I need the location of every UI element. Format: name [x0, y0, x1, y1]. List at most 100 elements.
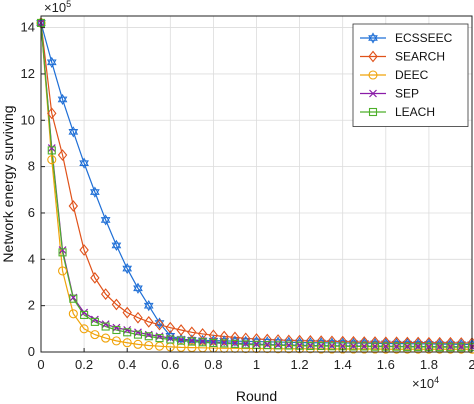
- data-point-leach: [155, 334, 164, 343]
- x-tick-label: 2: [468, 357, 474, 372]
- data-point-sep: [274, 340, 282, 349]
- legend-label-sep: SEP: [395, 87, 419, 101]
- data-point-leach: [263, 340, 272, 350]
- data-point-search: [187, 326, 197, 339]
- data-point-sep: [123, 326, 132, 334]
- y-tick-label: 12: [21, 66, 35, 81]
- data-point-leach: [457, 343, 466, 352]
- series-markers: [36, 17, 474, 354]
- data-point-sep: [112, 323, 121, 332]
- data-point-leach: [187, 337, 196, 346]
- data-point-sep: [134, 328, 142, 337]
- axis-ticks: 0 0.2 0.4 0.6 0.8 1 1.2 1.4 1.6 1.8 2 0 2 4 6 8 10 12 14: [21, 20, 474, 372]
- data-point-search: [90, 271, 100, 284]
- data-point-deec: [122, 338, 132, 348]
- data-point-sep: [317, 341, 326, 350]
- x-tick-label: 1.4: [334, 357, 352, 372]
- data-point-deec: [57, 266, 68, 276]
- data-point-sep: [435, 342, 444, 351]
- data-point-search: [413, 336, 423, 349]
- data-point-leach: [392, 342, 401, 351]
- data-point-leach: [144, 332, 153, 341]
- data-point-leach: [166, 335, 175, 344]
- data-point-ecsseec: [122, 262, 133, 275]
- legend-label-search: SEARCH: [395, 50, 445, 64]
- data-point-deec: [90, 330, 100, 340]
- legend-label-leach: LEACH: [395, 105, 435, 119]
- data-point-ecsseec: [57, 93, 68, 106]
- data-point-sep: [101, 320, 110, 329]
- data-point-ecsseec: [90, 186, 100, 198]
- data-point-leach: [414, 342, 423, 351]
- x-tick-label: 0.8: [204, 357, 222, 372]
- data-point-leach: [327, 342, 336, 351]
- data-point-search: [176, 324, 186, 336]
- legend-label-deec: DEEC: [395, 68, 429, 82]
- data-point-sep: [349, 342, 358, 350]
- legend-items: ECSSEEC SEARCH DEEC SEP LEACH: [360, 31, 453, 119]
- data-point-leach: [133, 330, 143, 339]
- data-point-deec: [79, 324, 89, 334]
- x-tick-label: 0: [37, 357, 44, 372]
- data-point-leach: [349, 342, 358, 351]
- data-point-search: [47, 107, 57, 120]
- data-point-ecsseec: [133, 282, 143, 294]
- data-point-leach: [317, 341, 326, 351]
- data-point-search: [122, 306, 132, 319]
- x-tick-label: 1: [253, 357, 260, 372]
- data-point-deec: [68, 309, 78, 319]
- y-tick-label: 2: [28, 298, 35, 313]
- legend-item-sep: SEP: [360, 87, 419, 101]
- data-point-leach: [58, 248, 67, 257]
- data-point-leach: [198, 338, 207, 347]
- data-point-search: [219, 330, 229, 343]
- legend-marker-sep: [369, 89, 377, 98]
- x-tick-label: 0.2: [75, 357, 93, 372]
- data-point-leach: [209, 338, 218, 348]
- legend-item-ecsseec: ECSSEEC: [360, 31, 453, 45]
- data-point-sep: [371, 342, 379, 351]
- data-point-leach: [101, 322, 110, 331]
- data-point-leach: [220, 339, 229, 348]
- y-axis-multiplier: ×105: [44, 0, 71, 15]
- data-point-leach: [177, 336, 186, 345]
- legend-item-search: SEARCH: [360, 50, 445, 64]
- data-point-sep: [446, 342, 455, 351]
- data-point-sep: [392, 342, 401, 351]
- data-point-sep: [263, 340, 272, 349]
- data-point-search: [154, 318, 165, 331]
- data-point-search: [79, 244, 89, 256]
- data-point-sep: [58, 246, 67, 254]
- x-tick-label: 1.2: [291, 357, 309, 372]
- data-point-sep: [360, 342, 369, 351]
- data-point-sep: [284, 341, 293, 349]
- data-point-sep: [80, 308, 89, 317]
- data-point-search: [165, 321, 176, 334]
- data-point-search: [456, 337, 466, 349]
- data-point-sep: [328, 341, 336, 350]
- x-tick-label: 1.8: [420, 357, 438, 372]
- data-point-sep: [306, 341, 315, 350]
- data-point-sep: [155, 332, 164, 341]
- data-point-search: [57, 149, 68, 161]
- data-point-sep: [424, 342, 433, 351]
- legend-marker-ecsseec: [368, 32, 378, 44]
- data-point-deec: [154, 341, 165, 351]
- data-point-deec: [133, 339, 143, 349]
- data-point-deec: [101, 333, 111, 343]
- data-point-leach: [403, 342, 412, 351]
- legend-label-ecsseec: ECSSEEC: [395, 31, 453, 45]
- x-tick-label: 0.6: [161, 357, 179, 372]
- data-point-sep: [414, 342, 423, 351]
- y-tick-label: 6: [28, 205, 35, 220]
- data-point-search: [381, 336, 391, 349]
- data-point-sep: [90, 315, 99, 324]
- data-point-leach: [370, 342, 380, 351]
- data-point-search: [402, 336, 413, 349]
- legend: ECSSEEC SEARCH DEEC SEP LEACH: [352, 23, 469, 127]
- data-point-search: [434, 336, 445, 349]
- legend-item-leach: LEACH: [360, 105, 435, 119]
- x-axis-title: Round: [236, 388, 277, 404]
- legend-item-deec: DEEC: [360, 68, 429, 82]
